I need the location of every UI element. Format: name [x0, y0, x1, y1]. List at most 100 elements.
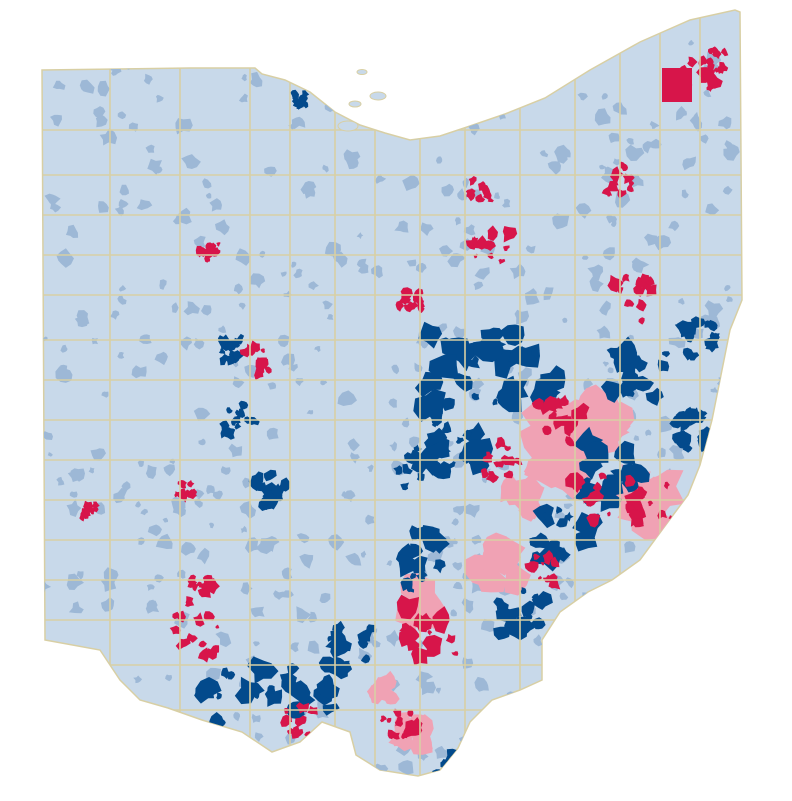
texture-patch: [322, 300, 333, 310]
red-area: [709, 78, 719, 89]
texture-patch: [367, 464, 374, 472]
red-area: [504, 445, 511, 452]
texture-patch: [602, 247, 615, 261]
texture-patch: [562, 317, 568, 323]
texture-patch: [56, 476, 65, 486]
red-area: [687, 56, 698, 68]
texture-patch: [373, 74, 382, 81]
texture-patch: [454, 217, 461, 226]
texture-patch: [420, 222, 434, 236]
dark-blue-area: [291, 680, 311, 702]
red-area: [503, 470, 514, 479]
texture-patch: [612, 751, 622, 759]
texture-patch: [81, 53, 91, 64]
texture-patch: [195, 766, 208, 776]
texture-patch: [673, 604, 681, 614]
texture-patch: [122, 57, 134, 70]
red-area: [264, 366, 272, 374]
red-area: [469, 188, 476, 194]
texture-patch: [99, 128, 118, 146]
dark-blue-area: [301, 101, 309, 109]
dark-blue-area: [226, 407, 233, 414]
dark-blue-area: [425, 533, 450, 554]
red-area: [204, 578, 220, 595]
texture-patch: [388, 398, 397, 408]
texture-patch: [720, 661, 730, 670]
texture-patch: [104, 731, 114, 743]
dark-blue-area: [442, 764, 456, 775]
pink-area: [600, 410, 631, 445]
texture-patch: [173, 41, 191, 57]
red-area: [632, 518, 644, 528]
dark-blue-area: [418, 321, 443, 349]
dark-blue-area: [508, 346, 530, 366]
dark-blue-area: [360, 654, 371, 664]
texture-patch: [187, 748, 200, 760]
texture-patch: [135, 501, 141, 508]
red-area: [712, 50, 719, 58]
texture-patch: [181, 154, 201, 169]
texture-patch: [412, 128, 422, 140]
texture-patch: [313, 744, 323, 756]
red-area: [640, 273, 649, 283]
texture-patch: [93, 656, 99, 663]
texture-patch: [710, 386, 718, 393]
texture-patch: [349, 53, 359, 62]
red-area: [483, 240, 496, 251]
texture-patch: [69, 677, 81, 691]
dark-blue-area: [267, 685, 276, 694]
red-area: [565, 436, 575, 447]
dark-blue-area: [433, 559, 446, 574]
texture-patch: [394, 105, 407, 116]
texture-patch: [137, 460, 145, 467]
red-area: [91, 502, 96, 508]
dark-blue-area: [452, 764, 468, 776]
red-area: [487, 198, 494, 203]
dark-blue-area: [676, 431, 692, 449]
dark-blue-area: [606, 347, 619, 360]
texture-patch: [522, 379, 530, 387]
texture-patch: [659, 531, 671, 543]
texture-patch: [306, 410, 314, 415]
red-area: [451, 651, 459, 656]
dark-blue-area: [234, 423, 242, 430]
texture-patch: [109, 310, 120, 320]
red-area: [619, 161, 626, 169]
dark-blue-area: [680, 430, 686, 436]
texture-patch: [198, 438, 206, 446]
texture-patch: [663, 709, 671, 720]
red-area: [542, 550, 554, 566]
dark-blue-area: [448, 757, 459, 766]
texture-patch: [575, 203, 592, 219]
texture-patch: [726, 296, 733, 303]
texture-patch: [94, 712, 108, 727]
texture-patch: [577, 642, 587, 650]
texture-patch: [732, 605, 742, 621]
dark-blue-area: [442, 397, 455, 411]
texture-patch: [661, 610, 672, 620]
dark-blue-area: [195, 680, 216, 704]
dark-blue-area: [552, 391, 557, 398]
red-area: [531, 397, 544, 410]
red-area: [548, 578, 561, 590]
dark-blue-area: [216, 692, 222, 700]
texture-patch: [633, 435, 640, 441]
texture-patch: [307, 640, 320, 654]
dark-blue-area: [291, 96, 299, 104]
dark-blue-area: [406, 585, 415, 593]
texture-patch: [630, 726, 640, 737]
red-area: [484, 240, 491, 246]
texture-patch: [320, 379, 328, 386]
texture-patch: [358, 263, 369, 274]
red-area: [542, 425, 552, 436]
texture-patch: [509, 715, 524, 727]
texture-patch: [137, 706, 147, 716]
red-area: [624, 299, 635, 307]
red-area: [197, 647, 214, 663]
texture-patch: [582, 254, 589, 260]
red-area: [662, 68, 692, 102]
texture-patch: [206, 667, 222, 681]
red-area: [407, 709, 414, 717]
dark-blue-area: [447, 768, 456, 776]
dark-blue-area: [507, 617, 528, 641]
